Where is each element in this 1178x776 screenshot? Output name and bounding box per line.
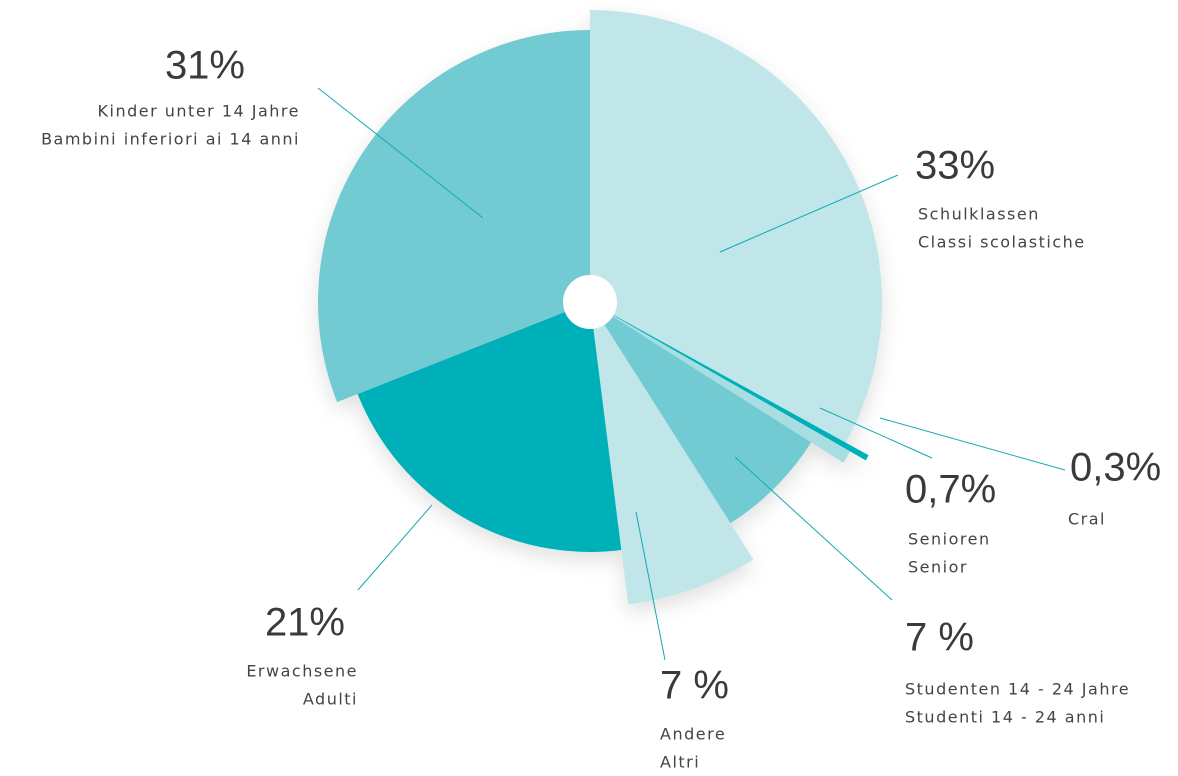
pie-slice <box>590 302 851 463</box>
category-label: Senioren <box>908 530 991 549</box>
category-label: Erwachsene <box>246 662 358 681</box>
percent-label: 0,7% <box>905 468 996 512</box>
category-label: Kinder unter 14 Jahre <box>98 102 300 121</box>
pie-slice <box>590 302 812 524</box>
leader-line <box>719 174 899 253</box>
pie <box>317 10 882 605</box>
pie-slice <box>590 302 869 461</box>
percent-label: 7 % <box>905 616 974 660</box>
leader-line <box>734 456 893 601</box>
pie-slice <box>317 30 590 403</box>
center-hole <box>563 275 617 329</box>
category-label-secondary: Bambini inferiori ai 14 anni <box>41 130 300 149</box>
percent-label: 33% <box>915 144 995 188</box>
category-label-secondary: Adulti <box>303 690 358 709</box>
pie-slice <box>590 302 754 605</box>
category-label: Schulklassen <box>918 205 1040 224</box>
leader-line <box>819 407 933 459</box>
percent-label: 31% <box>165 44 245 88</box>
percent-label: 7 % <box>660 664 729 708</box>
percent-label: 0,3% <box>1070 446 1161 490</box>
percent-label: 21% <box>265 601 345 645</box>
pie-slice <box>590 10 882 443</box>
leader-line <box>635 511 666 661</box>
category-label: Andere <box>660 725 726 744</box>
leader-line <box>879 417 1066 471</box>
pie-slice <box>357 302 622 552</box>
category-label-secondary: Classi scolastiche <box>918 233 1086 252</box>
category-label-secondary: Studenti 14 - 24 anni <box>905 708 1105 727</box>
category-label: Studenten 14 - 24 Jahre <box>905 680 1130 699</box>
category-label-secondary: Senior <box>908 558 968 577</box>
leader-line <box>317 87 484 219</box>
category-label-secondary: Altri <box>660 753 700 772</box>
leader-line <box>357 504 433 591</box>
category-label: Cral <box>1068 510 1106 529</box>
